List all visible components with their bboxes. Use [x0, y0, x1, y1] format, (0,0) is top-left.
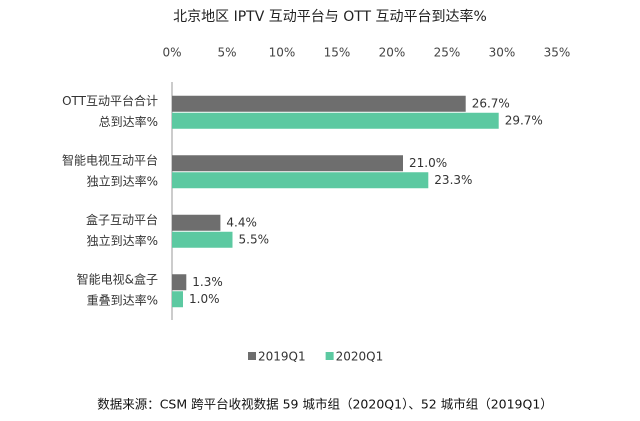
bar — [172, 172, 429, 189]
x-tick-label: 35% — [544, 46, 571, 60]
x-tick-label: 30% — [489, 46, 516, 60]
y-tick-label: 重叠到达率% — [87, 292, 158, 307]
legend-label: 2019Q1 — [258, 350, 306, 364]
y-tick-label: 智能电视互动平台 — [62, 152, 158, 167]
bar — [172, 291, 183, 308]
data-label: 29.7% — [505, 113, 543, 127]
chart-title: 北京地区 IPTV 互动平台与 OTT 互动平台到达率% — [173, 8, 487, 25]
y-tick-label: 智能电视&盒子 — [77, 271, 158, 286]
x-tick-label: 5% — [217, 46, 236, 60]
bar — [172, 112, 499, 129]
x-tick-label: 20% — [379, 46, 406, 60]
y-tick-label: OTT互动平台合计 — [62, 93, 158, 108]
x-tick-label: 15% — [324, 46, 351, 60]
x-tick-label: 10% — [269, 46, 296, 60]
bar — [172, 95, 466, 112]
data-label: 21.0% — [409, 156, 447, 170]
data-label: 23.3% — [434, 173, 472, 187]
y-tick-label: 独立到达率% — [87, 173, 158, 188]
x-tick-label: 25% — [434, 46, 461, 60]
bar — [172, 274, 187, 291]
legend-label: 2020Q1 — [336, 350, 384, 364]
bar — [172, 155, 403, 172]
data-label: 5.5% — [239, 232, 270, 246]
source-note: 数据来源：CSM 跨平台收视数据 59 城市组（2020Q1）、52 城市组（2… — [97, 397, 553, 412]
data-label: 26.7% — [472, 96, 510, 110]
legend-swatch — [248, 352, 256, 360]
legend-swatch — [325, 352, 334, 360]
y-tick-label: 总到达率% — [99, 114, 158, 129]
bar — [172, 214, 221, 231]
y-tick-label: 盒子互动平台 — [86, 212, 158, 227]
data-label: 1.0% — [189, 292, 220, 306]
bar — [172, 231, 233, 248]
y-tick-label: 独立到达率% — [87, 233, 158, 248]
x-tick-label: 0% — [162, 46, 181, 60]
data-label: 1.3% — [192, 275, 223, 289]
data-label: 4.4% — [226, 215, 257, 229]
